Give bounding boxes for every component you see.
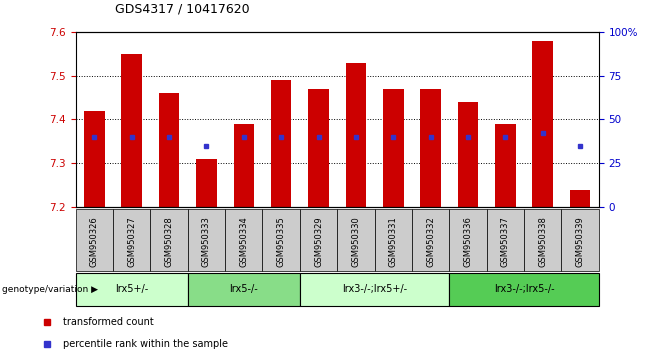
Bar xyxy=(159,93,180,207)
Bar xyxy=(271,80,291,207)
Bar xyxy=(412,209,449,271)
Bar xyxy=(383,89,403,207)
Text: GSM950327: GSM950327 xyxy=(127,216,136,267)
Text: percentile rank within the sample: percentile rank within the sample xyxy=(63,339,228,349)
Bar xyxy=(188,273,300,306)
Bar xyxy=(151,209,188,271)
Bar xyxy=(76,209,113,271)
Bar xyxy=(487,209,524,271)
Bar xyxy=(84,111,105,207)
Text: GSM950335: GSM950335 xyxy=(276,216,286,267)
Text: GSM950328: GSM950328 xyxy=(164,216,174,267)
Bar xyxy=(225,209,263,271)
Bar xyxy=(570,189,590,207)
Bar xyxy=(263,209,300,271)
Bar xyxy=(196,159,216,207)
Bar xyxy=(113,209,151,271)
Bar xyxy=(345,63,367,207)
Text: genotype/variation ▶: genotype/variation ▶ xyxy=(2,285,98,294)
Text: GSM950326: GSM950326 xyxy=(90,216,99,267)
Bar xyxy=(300,273,449,306)
Text: GDS4317 / 10417620: GDS4317 / 10417620 xyxy=(115,3,250,16)
Text: lrx5-/-: lrx5-/- xyxy=(230,284,258,295)
Bar xyxy=(76,273,188,306)
Bar xyxy=(449,273,599,306)
Bar xyxy=(458,102,478,207)
Text: GSM950331: GSM950331 xyxy=(389,216,398,267)
Bar xyxy=(561,209,599,271)
Text: lrx5+/-: lrx5+/- xyxy=(115,284,148,295)
Text: lrx3-/-;lrx5+/-: lrx3-/-;lrx5+/- xyxy=(342,284,407,295)
Bar xyxy=(300,209,338,271)
Bar xyxy=(374,209,412,271)
Text: transformed count: transformed count xyxy=(63,317,154,327)
Bar xyxy=(308,89,329,207)
Text: GSM950339: GSM950339 xyxy=(576,216,584,267)
Text: lrx3-/-;lrx5-/-: lrx3-/-;lrx5-/- xyxy=(494,284,554,295)
Bar xyxy=(495,124,516,207)
Bar xyxy=(420,89,441,207)
Bar xyxy=(524,209,561,271)
Text: GSM950333: GSM950333 xyxy=(202,216,211,267)
Bar xyxy=(449,209,487,271)
Text: GSM950334: GSM950334 xyxy=(240,216,248,267)
Bar xyxy=(338,209,374,271)
Bar xyxy=(122,54,142,207)
Bar xyxy=(532,41,553,207)
Text: GSM950330: GSM950330 xyxy=(351,216,361,267)
Text: GSM950332: GSM950332 xyxy=(426,216,435,267)
Text: GSM950338: GSM950338 xyxy=(538,216,547,267)
Text: GSM950337: GSM950337 xyxy=(501,216,510,267)
Text: GSM950329: GSM950329 xyxy=(314,216,323,267)
Bar xyxy=(234,124,254,207)
Bar xyxy=(188,209,225,271)
Text: GSM950336: GSM950336 xyxy=(463,216,472,267)
